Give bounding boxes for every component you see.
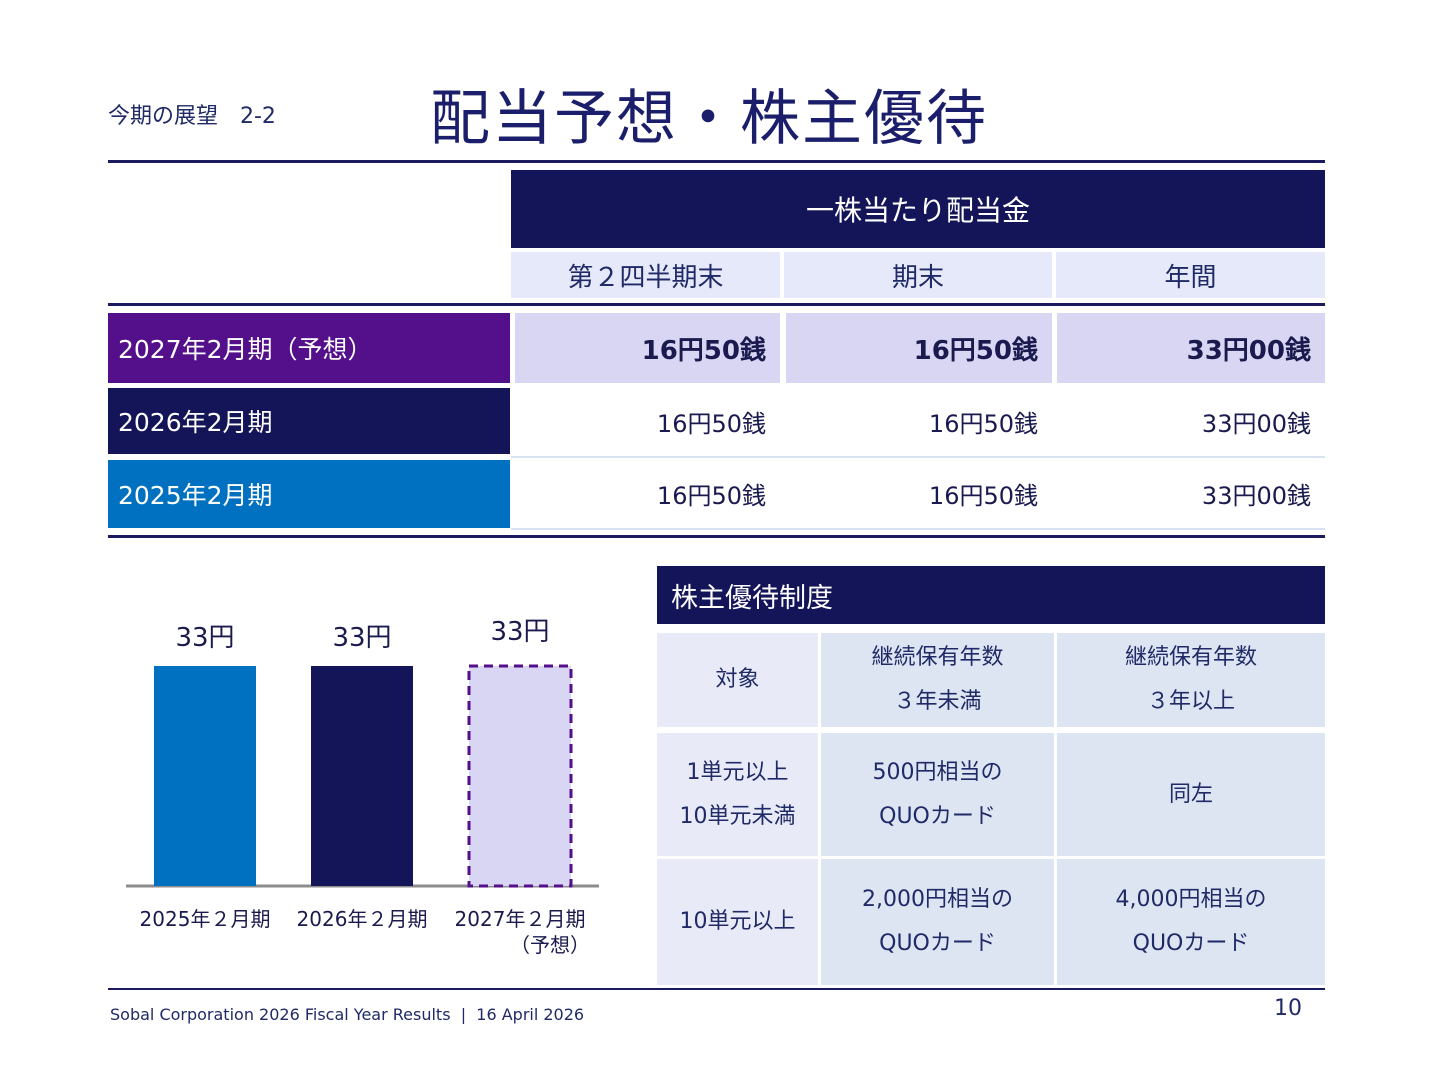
row-label-2026: 2026年2月期 bbox=[108, 388, 510, 454]
table-bottom-divider bbox=[108, 535, 1325, 538]
column-header-annual: 年間 bbox=[1056, 252, 1325, 298]
category-label-3: 2027年２月期 bbox=[455, 907, 586, 931]
top-divider bbox=[108, 160, 1325, 163]
value-2027-annual: 33円00銭 bbox=[1057, 313, 1325, 383]
dividend-table-header: 一株当たり配当金 bbox=[511, 170, 1325, 248]
footer-divider bbox=[108, 988, 1325, 990]
table-header-divider bbox=[108, 303, 1325, 306]
value-2026-q2: 16円50銭 bbox=[656, 409, 766, 438]
row-divider bbox=[511, 528, 1325, 530]
benefit-header-target: 対象 bbox=[657, 633, 818, 727]
row-label-2027-forecast: 2027年2月期（予想） bbox=[108, 313, 510, 383]
row-divider bbox=[511, 456, 1325, 458]
data-label-2: 33円 bbox=[332, 623, 391, 653]
benefit-table-title: 株主優待制度 bbox=[657, 566, 1325, 624]
benefit-header-over3: 継続保有年数 ３年以上 bbox=[1057, 633, 1325, 727]
benefit-row1-over3: 同左 bbox=[1057, 733, 1325, 856]
benefit-row1-under3: 500円相当の QUOカード bbox=[821, 733, 1054, 856]
row-label-2025: 2025年2月期 bbox=[108, 460, 510, 528]
page-title: 配当予想・株主優待 bbox=[430, 84, 988, 154]
data-label-1: 33円 bbox=[175, 623, 234, 653]
benefit-row2-under3: 2,000円相当の QUOカード bbox=[821, 859, 1054, 985]
column-header-q2: 第２四半期末 bbox=[511, 252, 780, 298]
footer-text: Sobal Corporation 2026 Fiscal Year Resul… bbox=[110, 1005, 585, 1024]
category-label-3: （予想） bbox=[510, 933, 590, 957]
value-2025-yearend: 16円50銭 bbox=[928, 481, 1038, 510]
benefit-row2-over3: 4,000円相当の QUOカード bbox=[1057, 859, 1325, 985]
value-2027-q2: 16円50銭 bbox=[515, 313, 780, 383]
section-label: 今期の展望 2-2 bbox=[108, 104, 276, 129]
bar-1 bbox=[154, 666, 256, 886]
value-2027-yearend: 16円50銭 bbox=[786, 313, 1052, 383]
benefit-row2-target: 10単元以上 bbox=[657, 859, 818, 985]
column-header-yearend: 期末 bbox=[784, 252, 1052, 298]
value-2026-yearend: 16円50銭 bbox=[928, 409, 1038, 438]
dividend-bar-chart: 33円 2025年２月期 33円 2026年２月期 33円 2027年２月期（予想） bbox=[126, 617, 599, 957]
benefit-header-under3: 継続保有年数 ３年未満 bbox=[821, 633, 1054, 727]
category-label-2: 2026年２月期 bbox=[297, 907, 428, 931]
bar-2 bbox=[311, 666, 413, 886]
data-label-3: 33円 bbox=[490, 617, 549, 647]
value-2025-annual: 33円00銭 bbox=[1201, 481, 1311, 510]
bar-3 bbox=[467, 664, 573, 888]
page-number: 10 bbox=[1274, 996, 1302, 1021]
value-2025-q2: 16円50銭 bbox=[656, 481, 766, 510]
value-2026-annual: 33円00銭 bbox=[1201, 409, 1311, 438]
benefit-row1-target: 1単元以上 10単元未満 bbox=[657, 733, 818, 856]
category-label-1: 2025年２月期 bbox=[140, 907, 271, 931]
